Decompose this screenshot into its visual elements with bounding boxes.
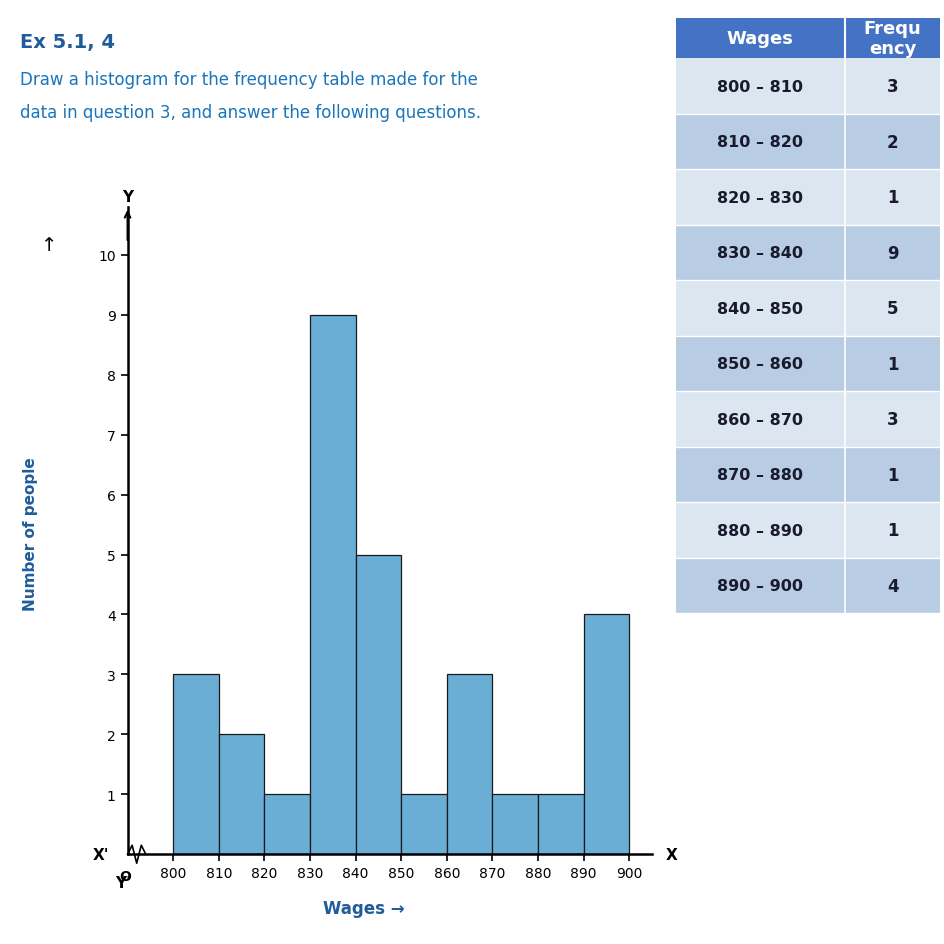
Bar (675, 392, 939, 447)
Bar (675, 281, 939, 336)
Text: 1: 1 (886, 189, 898, 207)
Text: 1: 1 (886, 521, 898, 539)
Text: 2: 2 (885, 133, 898, 151)
Text: Draw a histogram for the frequency table made for the: Draw a histogram for the frequency table… (21, 71, 478, 89)
Bar (675, 503, 939, 558)
Bar (492, 795, 537, 854)
Text: 1: 1 (886, 466, 898, 484)
Text: 810 – 820: 810 – 820 (716, 135, 802, 150)
Bar (583, 615, 629, 854)
Text: Number of people: Number of people (23, 457, 38, 610)
Text: 860 – 870: 860 – 870 (716, 413, 802, 427)
Bar (675, 59, 939, 115)
Bar (675, 19, 939, 59)
Text: 3: 3 (885, 411, 898, 429)
Text: Frequ
ency: Frequ ency (863, 21, 920, 58)
Text: 3: 3 (885, 78, 898, 96)
Text: 880 – 890: 880 – 890 (716, 523, 802, 538)
Bar (264, 795, 310, 854)
Text: X': X' (93, 847, 110, 862)
Text: ↑: ↑ (41, 236, 58, 255)
Text: 840 – 850: 840 – 850 (716, 301, 802, 316)
Text: Wages →: Wages → (323, 899, 404, 918)
Text: O: O (119, 869, 131, 884)
Text: 830 – 840: 830 – 840 (716, 245, 802, 261)
Text: 850 – 860: 850 – 860 (716, 357, 802, 372)
Bar (675, 558, 939, 614)
Text: Ex 5.1, 4: Ex 5.1, 4 (21, 33, 115, 52)
Bar (173, 675, 219, 854)
Bar (219, 734, 264, 854)
Bar (537, 795, 583, 854)
Text: Y: Y (122, 190, 133, 205)
Bar (401, 795, 447, 854)
Bar (675, 115, 939, 170)
Text: Y': Y' (115, 875, 130, 890)
Text: 1: 1 (886, 355, 898, 373)
Bar (675, 447, 939, 503)
Text: Wages: Wages (726, 30, 793, 48)
Text: X: X (665, 847, 677, 862)
Text: 5: 5 (886, 300, 898, 318)
Bar (675, 226, 939, 281)
Bar (675, 170, 939, 226)
Text: 870 – 880: 870 – 880 (716, 467, 802, 482)
Bar (447, 675, 492, 854)
Text: 4: 4 (885, 577, 898, 595)
Text: 9: 9 (885, 244, 898, 262)
Text: 820 – 830: 820 – 830 (716, 191, 802, 206)
Bar (310, 315, 355, 854)
Text: 800 – 810: 800 – 810 (716, 79, 802, 94)
Text: 890 – 900: 890 – 900 (716, 579, 802, 594)
Bar (355, 555, 401, 854)
Bar (675, 336, 939, 392)
Text: data in question 3, and answer the following questions.: data in question 3, and answer the follo… (21, 104, 480, 122)
